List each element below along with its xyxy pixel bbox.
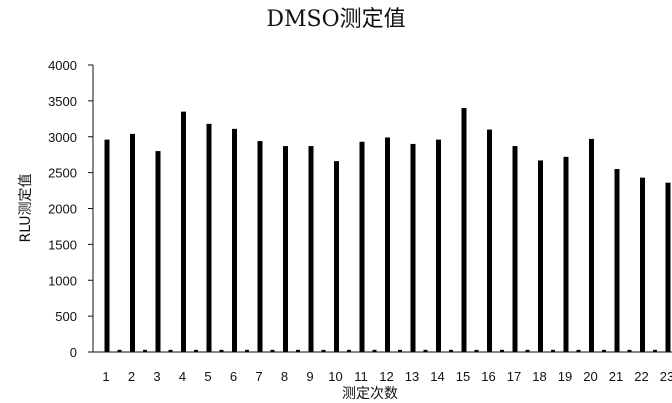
bar-series-2: [219, 349, 224, 352]
bar-series-1: [563, 156, 569, 352]
bar-series-1: [130, 133, 135, 352]
bar-series-1: [589, 138, 594, 352]
bar-series-1: [206, 123, 212, 353]
bar-series-1: [181, 111, 186, 352]
bar-series-1: [155, 151, 161, 352]
y-tick-label: 3500: [48, 94, 77, 109]
bar-series-1: [359, 141, 365, 352]
x-tick-label: 15: [456, 369, 470, 384]
bar-series-2: [296, 349, 300, 352]
x-tick-label: 9: [306, 369, 313, 384]
x-tick-label: 22: [634, 369, 648, 384]
x-axis: 1 2 3 4 5 6 7 8 9 10 11 12 13 14 15 16 17 18 19 20 21 22 23: [93, 351, 672, 384]
x-tick-label: 13: [405, 369, 419, 384]
bar-series-2: [194, 349, 198, 352]
bar-series-1: [538, 160, 543, 352]
bar-series-1: [232, 128, 237, 352]
bar-series-1: [614, 169, 620, 352]
bar-series-1: [308, 146, 314, 352]
bar-series-2: [551, 349, 555, 352]
bar-series-1: [334, 161, 339, 352]
y-tick-label: 1500: [48, 237, 77, 252]
x-tick-label: 23: [660, 369, 672, 384]
bar-series-2: [576, 349, 581, 352]
x-tick-label: 8: [281, 369, 288, 384]
x-tick-label: 5: [204, 369, 211, 384]
x-tick-label: 2: [128, 369, 135, 384]
y-tick-label: 3000: [48, 130, 77, 145]
x-tick-label: 16: [481, 369, 495, 384]
bar-series-1: [512, 146, 518, 352]
y-tick-label: 2000: [48, 202, 77, 217]
x-tick-label: 6: [230, 369, 237, 384]
bar-series-2: [500, 349, 504, 352]
bar-series-2: [347, 349, 351, 352]
bar-series-1: [665, 182, 671, 352]
bar-series-2: [449, 349, 453, 352]
bar-series-2: [270, 349, 275, 352]
bar-series-1: [257, 141, 263, 352]
bar-series-1: [487, 129, 492, 352]
bar-series-2: [474, 349, 479, 352]
y-tick-label: 2500: [48, 166, 77, 181]
bar-series-1: [436, 139, 441, 352]
x-tick-label: 3: [153, 369, 160, 384]
bar-series-2: [653, 349, 657, 352]
x-tick-label: 14: [430, 369, 444, 384]
y-axis-title: RLU测定值: [18, 173, 34, 242]
chart-title: DMSO测定值: [266, 7, 406, 32]
bars: [104, 108, 671, 353]
bar-series-2: [143, 349, 147, 352]
x-tick-label: 18: [532, 369, 546, 384]
bar-series-1: [640, 177, 645, 352]
x-tick-label: 1: [102, 369, 109, 384]
bar-series-2: [423, 349, 428, 352]
bar-series-2: [245, 349, 249, 352]
x-tick-label: 10: [328, 369, 342, 384]
bar-series-2: [627, 349, 632, 352]
y-tick-label: 1000: [48, 273, 77, 288]
bar-series-1: [104, 139, 110, 352]
bar-series-2: [372, 349, 377, 352]
bar-series-2: [321, 349, 326, 352]
bar-series-1: [385, 137, 390, 352]
bar-series-2: [525, 349, 530, 352]
bar-series-2: [117, 349, 122, 352]
y-tick-label: 500: [55, 309, 77, 324]
x-tick-label: 12: [379, 369, 393, 384]
x-tick-label: 7: [255, 369, 262, 384]
y-axis: 0 500 1000 1500 2000 2500 3000 3500 4000: [48, 58, 94, 360]
x-axis-title: 测定次数: [342, 386, 398, 402]
bar-series-1: [410, 143, 416, 352]
x-tick-label: 21: [609, 369, 623, 384]
x-tick-label: 19: [558, 369, 572, 384]
y-tick-label: 0: [70, 345, 77, 360]
bar-series-1: [461, 108, 467, 352]
x-tick-label: 20: [583, 369, 597, 384]
y-tick-label: 4000: [48, 58, 77, 73]
x-tick-label: 4: [179, 369, 186, 384]
x-tick-label: 17: [507, 369, 521, 384]
x-tick-label: 11: [354, 369, 368, 384]
bar-series-2: [398, 349, 402, 352]
bar-series-1: [283, 146, 288, 352]
bar-series-2: [602, 349, 606, 352]
bar-series-2: [168, 349, 173, 352]
